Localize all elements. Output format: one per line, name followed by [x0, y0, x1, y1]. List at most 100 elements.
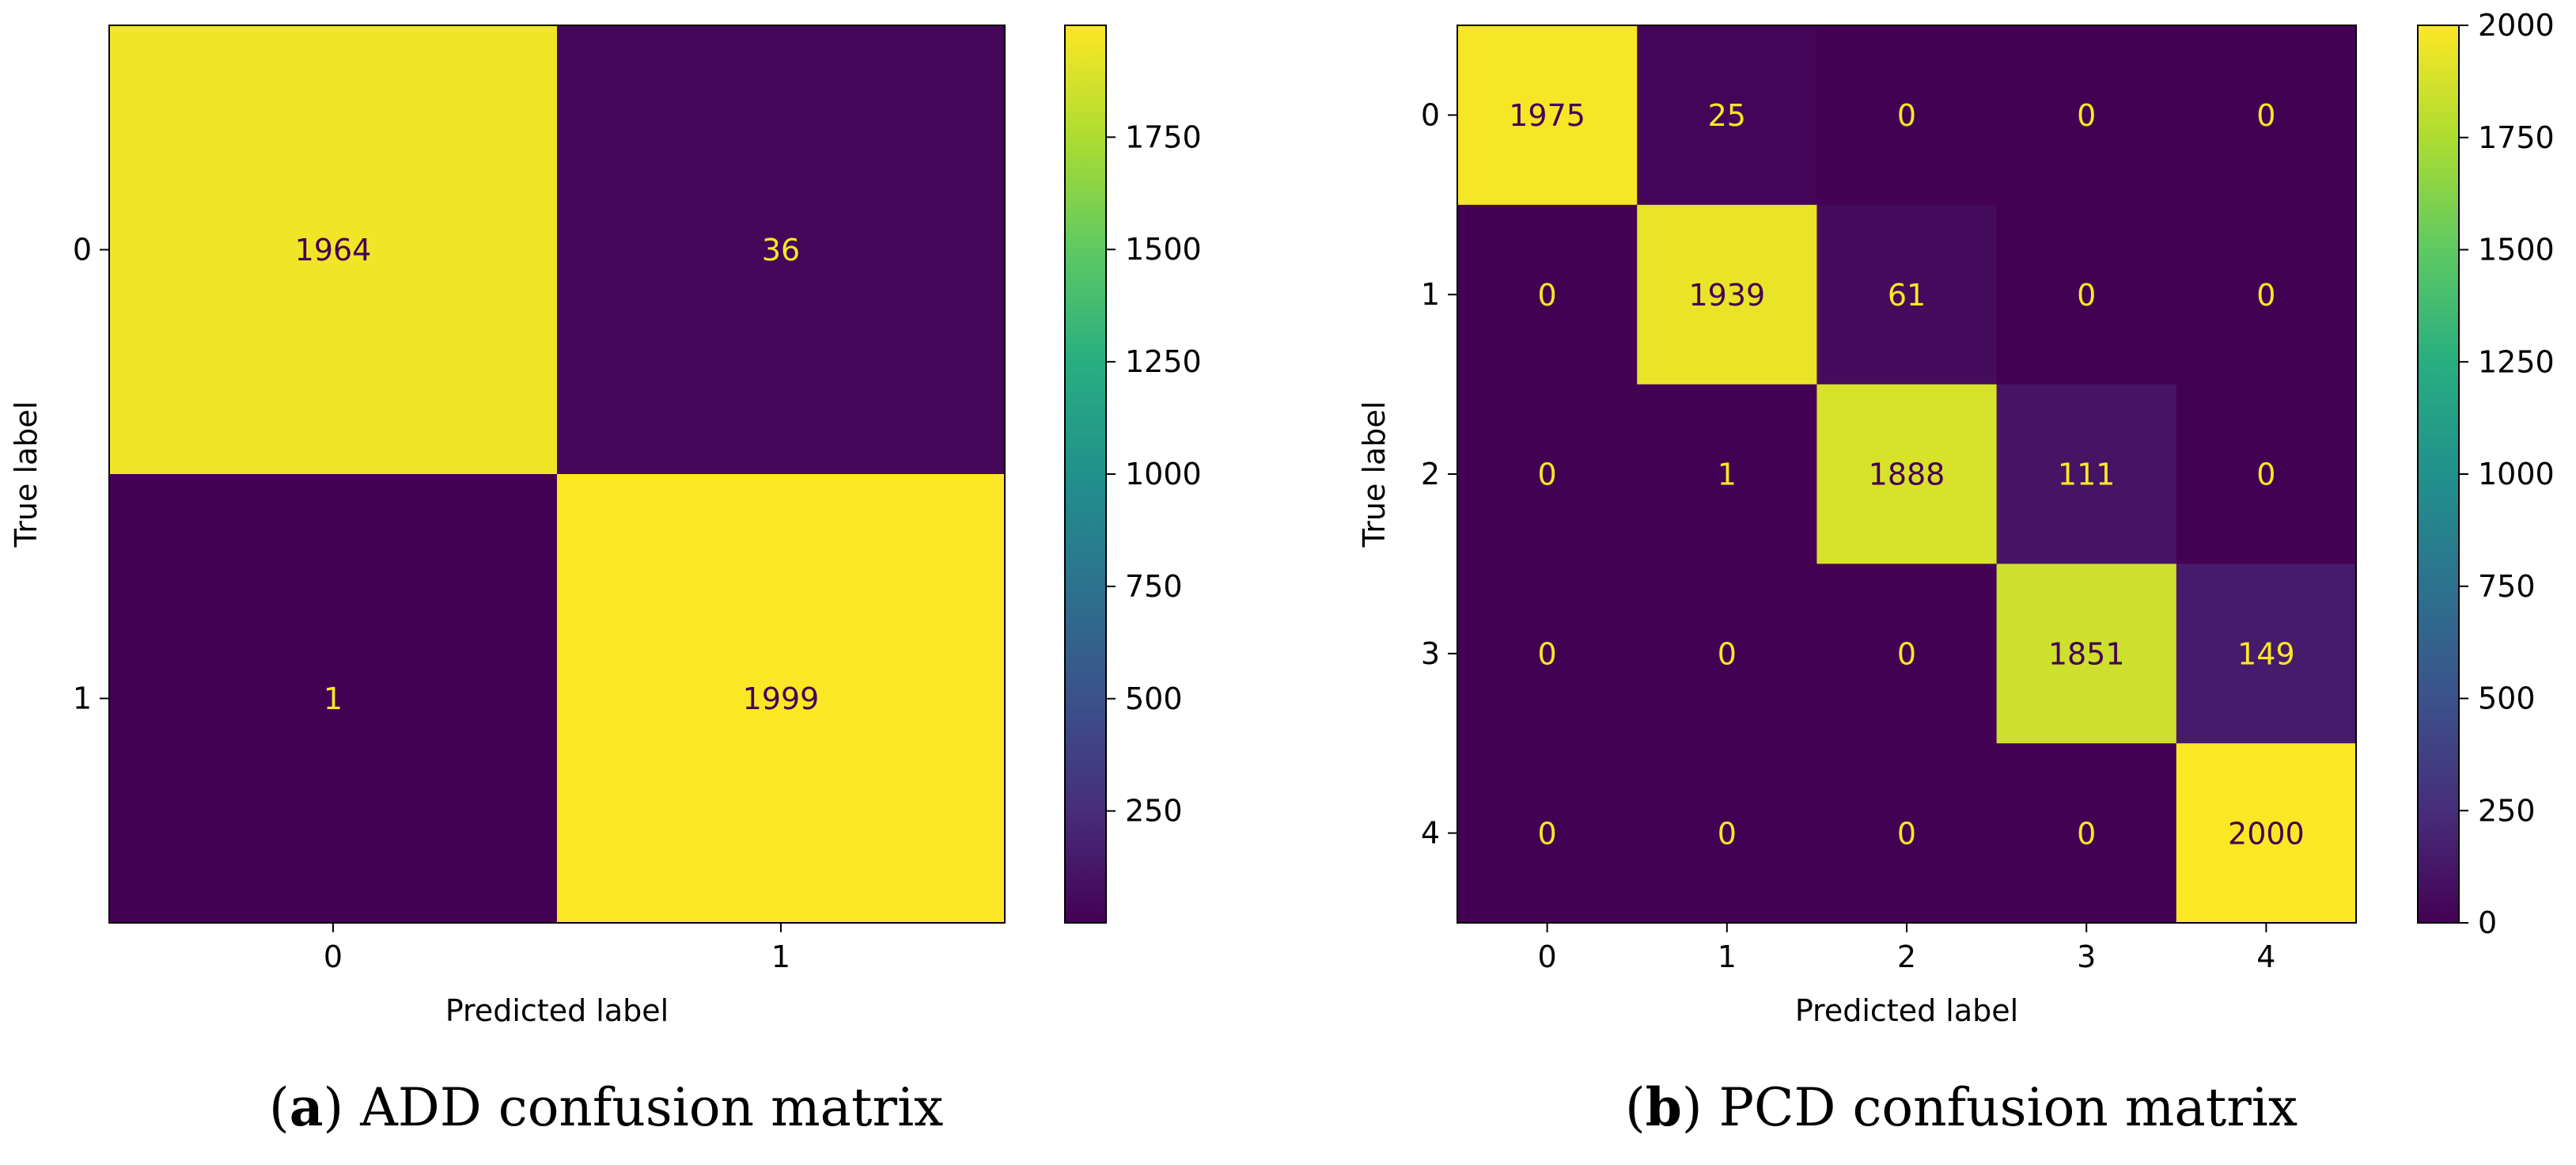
pcd-value-2-1: 1: [1718, 457, 1737, 492]
pcd-value-0-2: 0: [1897, 98, 1916, 133]
pcd-x-tick-label-3: 3: [2077, 939, 2096, 974]
add-colorbar-tick-label-6: 1750: [1125, 120, 1202, 154]
pcd-x-tick-label-4: 4: [2256, 939, 2275, 974]
add-colorbar-tick-label-2: 750: [1125, 569, 1183, 604]
add-y-tick-label-1: 1: [73, 681, 92, 716]
add-value-0-1: 36: [762, 233, 800, 268]
pcd-value-1-3: 0: [2077, 278, 2096, 313]
pcd-value-4-2: 0: [1897, 816, 1916, 851]
add-colorbar-tick-label-0: 250: [1125, 794, 1183, 829]
pcd-y-tick-label-4: 4: [1421, 816, 1440, 851]
pcd-value-1-2: 61: [1888, 278, 1926, 313]
pcd-x-tick-label-1: 1: [1718, 939, 1737, 974]
pcd-value-0-0: 1975: [1509, 98, 1585, 133]
add-x-tick-label-1: 1: [771, 939, 790, 974]
pcd-y-tick-label-2: 2: [1421, 457, 1440, 491]
pcd-value-4-0: 0: [1538, 816, 1557, 851]
pcd-cell-0-3: [1996, 25, 2177, 206]
pcd-cell-2-3: [1996, 384, 2177, 564]
pcd-cell-1-0: [1457, 204, 1638, 385]
pcd-value-1-1: 1939: [1688, 278, 1765, 313]
pcd-colorbar-tick-label-8: 2000: [2478, 8, 2555, 43]
pcd-cell-1-1: [1637, 204, 1817, 385]
pcd-cell-1-3: [1996, 204, 2177, 385]
pcd-cell-1-2: [1816, 204, 1998, 385]
add-colorbar-tick-label-5: 1500: [1125, 232, 1202, 267]
pcd-y-axis-label: True label: [1357, 401, 1392, 548]
add-y-axis-label: True label: [9, 401, 44, 548]
pcd-cell-2-4: [2176, 384, 2357, 564]
pcd-colorbar-tick-label-3: 750: [2478, 569, 2536, 604]
pcd-cell-3-4: [2176, 564, 2357, 744]
add-cell-1-0: [109, 474, 558, 924]
pcd-cell-4-1: [1637, 743, 1817, 924]
pcd-value-2-2: 1888: [1869, 457, 1945, 492]
caption-a-letter: a: [289, 1076, 324, 1138]
pcd-colorbar: [2418, 25, 2459, 923]
pcd-value-3-1: 0: [1718, 636, 1737, 671]
pcd-colorbar-tick-label-0: 0: [2478, 905, 2497, 940]
pcd-value-2-0: 0: [1538, 457, 1557, 492]
pcd-x-tick-label-0: 0: [1538, 939, 1557, 974]
pcd-colorbar-tick-label-7: 1750: [2478, 120, 2555, 155]
pcd-value-3-4: 149: [2237, 636, 2295, 671]
pcd-cell-0-1: [1637, 25, 1817, 206]
pcd-cell-1-4: [2176, 204, 2357, 385]
pcd-cell-3-1: [1637, 564, 1817, 744]
caption-a: (a) ADD confusion matrix: [269, 1076, 944, 1138]
pcd-value-3-3: 1851: [2048, 636, 2125, 671]
caption-a-text: ADD confusion matrix: [360, 1077, 944, 1138]
add-colorbar-tick-label-3: 1000: [1125, 457, 1202, 491]
pcd-value-4-3: 0: [2077, 816, 2096, 851]
pcd-colorbar-tick-label-4: 1000: [2478, 457, 2555, 491]
add-colorbar: [1065, 25, 1106, 923]
pcd-x-axis-label: Predicted label: [1795, 993, 2018, 1028]
pcd-cell-3-2: [1816, 564, 1998, 744]
add-x-tick-label-0: 0: [324, 939, 343, 974]
pcd-cell-4-0: [1457, 743, 1638, 924]
pcd-cell-2-1: [1637, 384, 1817, 564]
caption-b-letter: b: [1645, 1076, 1682, 1138]
pcd-cell-0-4: [2176, 25, 2357, 206]
pcd-value-2-4: 0: [2256, 457, 2275, 492]
pcd-cell-2-2: [1816, 384, 1998, 564]
pcd-y-tick-label-0: 0: [1421, 97, 1440, 132]
caption-b: (b) PCD confusion matrix: [1625, 1076, 2298, 1138]
add-cell-0-1: [557, 25, 1006, 475]
add-plot-frame: [108, 25, 1006, 924]
add-x-axis-label: Predicted label: [445, 993, 669, 1028]
pcd-value-4-4: 2000: [2228, 816, 2305, 851]
pcd-cell-0-0: [1457, 25, 1638, 206]
pcd-value-3-0: 0: [1538, 636, 1557, 671]
pcd-value-2-3: 111: [2058, 457, 2116, 492]
add-cell-1-1: [557, 474, 1006, 924]
add-y-tick-label-0: 0: [73, 233, 92, 268]
pcd-colorbar-tick-label-6: 1500: [2478, 233, 2555, 268]
add-value-0-0: 1964: [295, 233, 372, 268]
caption-b-text: PCD confusion matrix: [1718, 1077, 2298, 1138]
pcd-cell-4-2: [1816, 743, 1998, 924]
pcd-cell-0-2: [1816, 25, 1998, 206]
pcd-cell-4-3: [1996, 743, 2177, 924]
add-value-1-1: 1999: [743, 681, 820, 716]
pcd-colorbar-tick-label-2: 500: [2478, 681, 2536, 716]
pcd-cell-2-0: [1457, 384, 1638, 564]
pcd-value-0-1: 25: [1708, 98, 1746, 133]
add-value-1-0: 1: [324, 681, 343, 716]
pcd-value-0-4: 0: [2256, 98, 2275, 133]
pcd-cell-3-0: [1457, 564, 1638, 744]
pcd-value-0-3: 0: [2077, 98, 2096, 133]
add-confusion-matrix-chart: 1964 36 1 1999 0 1 0 1 Predicted label True label…: [9, 25, 1202, 1028]
pcd-cell-4-4: [2176, 743, 2357, 924]
add-colorbar-tick-label-4: 1250: [1125, 344, 1202, 379]
pcd-x-tick-label-2: 2: [1897, 939, 1916, 974]
pcd-value-3-2: 0: [1897, 636, 1916, 671]
pcd-y-tick-label-3: 3: [1421, 636, 1440, 671]
pcd-value-4-1: 0: [1718, 816, 1737, 851]
add-cell-0-0: [109, 25, 558, 475]
pcd-cell-3-3: [1996, 564, 2177, 744]
add-colorbar-tick-label-1: 500: [1125, 681, 1183, 716]
pcd-value-1-4: 0: [2256, 278, 2275, 313]
